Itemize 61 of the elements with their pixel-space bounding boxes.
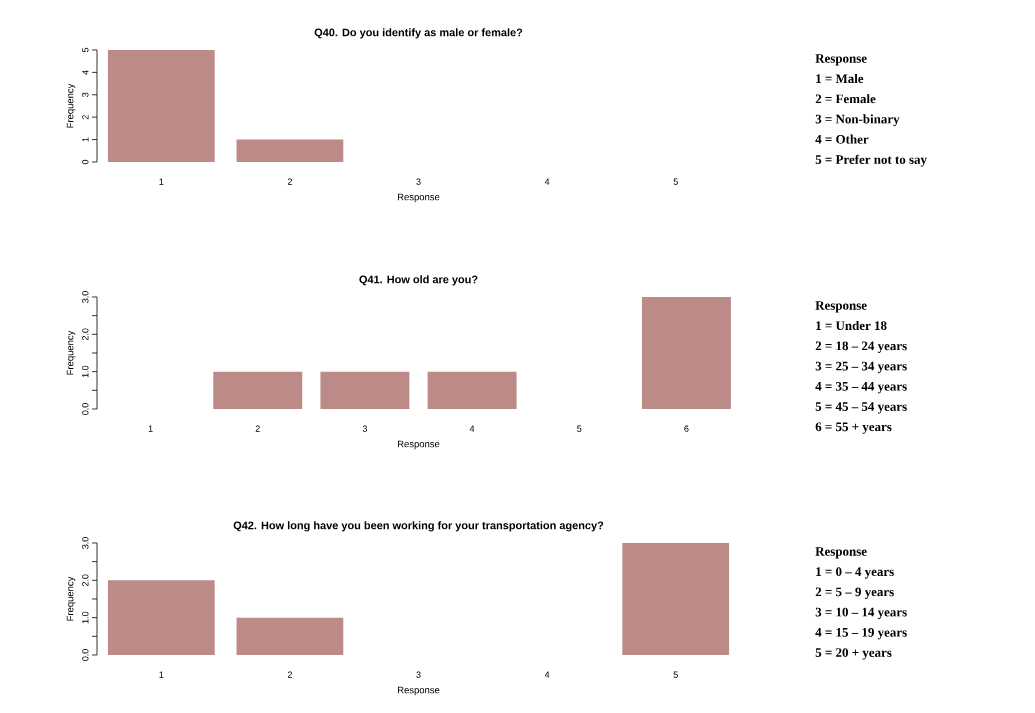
x-tick-label: 1 bbox=[148, 425, 153, 432]
bar bbox=[622, 542, 730, 655]
x-tick-label: 5 bbox=[673, 178, 678, 185]
text: 3 = Non-binary bbox=[815, 114, 900, 127]
y-tick-label: 2.0 bbox=[82, 574, 89, 587]
x-tick-label: 3 bbox=[362, 425, 368, 432]
x-tick-label: 4 bbox=[544, 178, 550, 185]
y-tick-label: 1 bbox=[82, 137, 89, 142]
text: 1 = Under 18 bbox=[816, 320, 887, 331]
x-axis-title: Response bbox=[397, 440, 440, 450]
y-tick-label: 0.0 bbox=[82, 649, 89, 661]
x-tick-label: 2 bbox=[255, 425, 260, 432]
text: 1 = 0 – 4 years bbox=[816, 567, 894, 579]
text: 4 = 35 – 44 years bbox=[815, 381, 907, 394]
y-tick-label: 0 bbox=[82, 159, 89, 165]
y-tick-label: 3 bbox=[82, 92, 89, 97]
y-tick-label: 2 bbox=[82, 115, 89, 120]
x-tick-label: 1 bbox=[159, 671, 164, 678]
x-tick-label: 3 bbox=[416, 671, 421, 678]
x-tick-label: 2 bbox=[287, 178, 292, 185]
y-tick-label: 1.0 bbox=[82, 365, 89, 378]
text: Response bbox=[815, 547, 867, 559]
text: 2 = 18 – 24 years bbox=[815, 341, 907, 353]
y-tick-label: 3.0 bbox=[82, 291, 89, 303]
y-tick-label: 2.0 bbox=[82, 328, 89, 341]
x-tick-label: 5 bbox=[673, 671, 678, 678]
x-tick-label: 3 bbox=[416, 178, 421, 185]
y-axis-title: Frequency bbox=[66, 83, 76, 128]
bar bbox=[107, 580, 215, 655]
y-tick-label: 1.0 bbox=[82, 611, 89, 624]
chart-title: Q40. Do you identify as male or female? bbox=[314, 28, 523, 39]
y-axis-title: Frequency bbox=[66, 576, 76, 621]
y-axis-title: Frequency bbox=[66, 330, 76, 375]
text: 4 = Other bbox=[815, 134, 869, 144]
text: 1 = Male bbox=[816, 73, 864, 84]
chart-title: Q42. How long have you been working for your transportation agency? bbox=[233, 521, 604, 532]
text: 2 = 5 – 9 years bbox=[815, 587, 894, 599]
text: 5 = 20 + years bbox=[815, 648, 892, 660]
x-tick-label: 4 bbox=[469, 425, 475, 432]
text: 3 = 25 – 34 years bbox=[815, 361, 907, 374]
text: Response bbox=[815, 301, 867, 313]
x-tick-label: 1 bbox=[159, 178, 164, 185]
x-tick-label: 5 bbox=[577, 425, 582, 432]
text: 6 = 55 + years bbox=[815, 422, 892, 434]
y-tick-label: 3.0 bbox=[82, 537, 89, 549]
y-tick-label: 0.0 bbox=[82, 403, 89, 415]
x-axis-title: Response bbox=[397, 686, 440, 696]
bar bbox=[236, 617, 344, 655]
text: Response bbox=[815, 54, 867, 66]
x-axis-title: Response bbox=[397, 193, 440, 203]
text: 4 = 15 – 19 years bbox=[815, 627, 907, 640]
x-tick-label: 6 bbox=[684, 425, 689, 432]
text: 3 = 10 – 14 years bbox=[815, 607, 907, 620]
text: 5 = Prefer not to say bbox=[815, 154, 927, 167]
x-tick-label: 2 bbox=[287, 671, 292, 678]
chart-title: Q41. How old are you? bbox=[359, 275, 478, 286]
text: 5 = 45 – 54 years bbox=[815, 402, 907, 414]
y-tick-label: 5 bbox=[82, 47, 89, 53]
x-tick-label: 4 bbox=[544, 671, 550, 678]
y-tick-label: 4 bbox=[82, 70, 89, 75]
text: 2 = Female bbox=[815, 94, 876, 104]
